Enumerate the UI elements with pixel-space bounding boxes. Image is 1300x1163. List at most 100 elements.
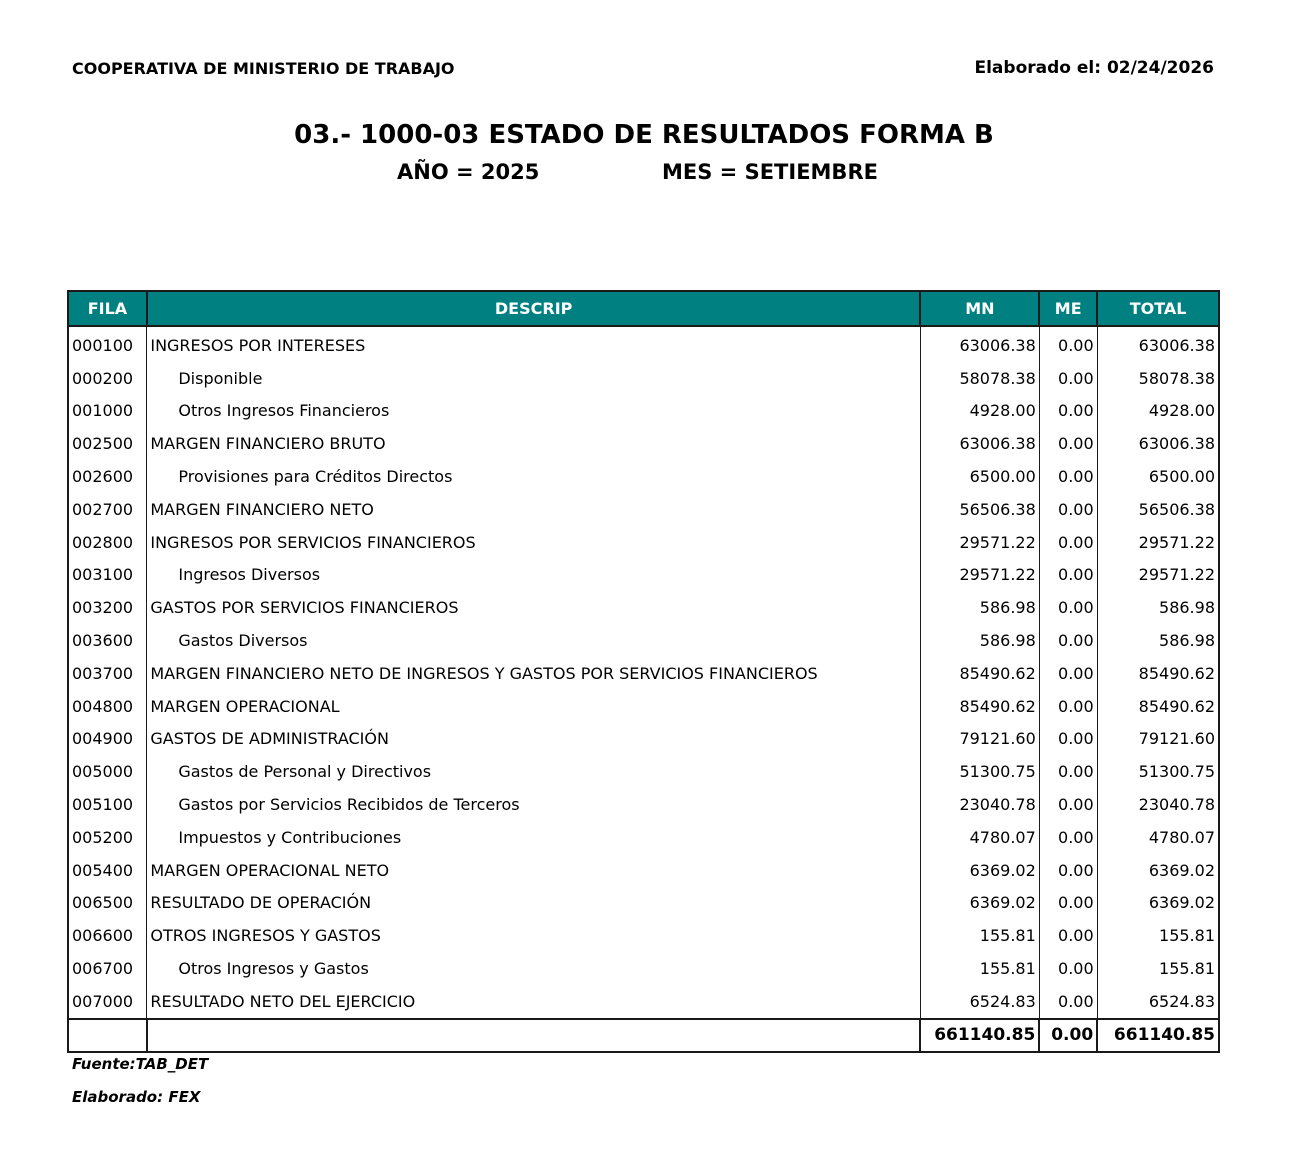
cell-descrip: Otros Ingresos Financieros — [146, 394, 921, 428]
totals-row: 661140.85 0.00 661140.85 — [67, 1017, 1220, 1053]
cell-me: 0.00 — [1038, 326, 1098, 362]
cell-fila: 003700 — [67, 656, 148, 690]
cell-mn: 6524.83 — [919, 984, 1040, 1019]
cell-total: 4928.00 — [1096, 394, 1220, 428]
report-date: Elaborado el: 02/24/2026 — [974, 58, 1214, 78]
cell-total: 85490.62 — [1096, 656, 1220, 690]
table-row: 002800 INGRESOS POR SERVICIOS FINANCIEROS… — [67, 525, 1220, 559]
cell-descrip: INGRESOS POR SERVICIOS FINANCIEROS — [146, 525, 921, 559]
cell-mn: 23040.78 — [919, 788, 1040, 821]
cell-total: 51300.75 — [1096, 755, 1220, 789]
cell-descrip: Provisiones para Créditos Directos — [146, 460, 921, 493]
cell-fila: 005400 — [67, 853, 148, 887]
cell-me: 0.00 — [1038, 361, 1098, 395]
cell-fila: 003600 — [67, 624, 148, 657]
cell-mn: 4780.07 — [919, 820, 1040, 854]
cell-total: 58078.38 — [1096, 361, 1220, 395]
table-row: 003100 Ingresos Diversos 29571.22 0.00 29571… — [67, 558, 1220, 592]
cell-descrip: Impuestos y Contribuciones — [146, 820, 921, 854]
table-row: 002700 MARGEN FINANCIERO NETO 56506.38 0.00… — [67, 492, 1220, 526]
cell-fila: 002800 — [67, 525, 148, 559]
cell-descrip: GASTOS DE ADMINISTRACIÓN — [146, 722, 921, 756]
table-row: 000100 INGRESOS POR INTERESES 63006.38 0.00… — [67, 326, 1220, 362]
cell-total: 6500.00 — [1096, 460, 1220, 493]
cell-me: 0.00 — [1038, 788, 1098, 821]
cell-fila: 005200 — [67, 820, 148, 854]
cell-fila: 006700 — [67, 952, 148, 985]
table-row: 006600 OTROS INGRESOS Y GASTOS 155.81 0.00 1… — [67, 919, 1220, 953]
cell-fila: 004900 — [67, 722, 148, 756]
cell-me: 0.00 — [1038, 624, 1098, 657]
cell-me: 0.00 — [1038, 984, 1098, 1019]
cell-me: 0.00 — [1038, 492, 1098, 526]
column-header-me: ME — [1038, 290, 1099, 327]
cell-fila: 000100 — [67, 326, 148, 362]
cell-mn: 56506.38 — [919, 492, 1040, 526]
cell-total: 6369.02 — [1096, 853, 1220, 887]
cell-me: 0.00 — [1038, 952, 1098, 985]
table-row: 005100 Gastos por Servicios Recibidos de … — [67, 788, 1220, 821]
cell-total: 6524.83 — [1096, 984, 1220, 1019]
cell-descrip: INGRESOS POR INTERESES — [146, 326, 921, 362]
cell-me: 0.00 — [1038, 755, 1098, 789]
cell-me: 0.00 — [1038, 460, 1098, 493]
cell-descrip: OTROS INGRESOS Y GASTOS — [146, 919, 921, 953]
results-table: FILA DESCRIP MN ME TOTAL 000100 INGRESOS … — [67, 290, 1220, 1053]
cell-descrip: Ingresos Diversos — [146, 558, 921, 592]
table-row: 006500 RESULTADO DE OPERACIÓN 6369.02 0.00 6… — [67, 886, 1220, 920]
cell-total: 586.98 — [1096, 591, 1220, 625]
cell-fila: 006500 — [67, 886, 148, 920]
cell-mn: 51300.75 — [919, 755, 1040, 789]
cell-fila: 003100 — [67, 558, 148, 592]
total-total: 661140.85 — [1096, 1017, 1220, 1053]
prepared-note: Elaborado: FEX — [72, 1088, 201, 1106]
cell-mn: 155.81 — [919, 952, 1040, 985]
table-header-row: FILA DESCRIP MN ME TOTAL — [67, 290, 1220, 327]
cell-total: 85490.62 — [1096, 689, 1220, 723]
source-note: Fuente:TAB_DET — [72, 1055, 209, 1073]
cell-mn: 6369.02 — [919, 853, 1040, 887]
cell-fila: 006600 — [67, 919, 148, 953]
table-row: 003700 MARGEN FINANCIERO NETO DE INGRESOS… — [67, 656, 1220, 690]
cell-me: 0.00 — [1038, 427, 1098, 461]
cell-me: 0.00 — [1038, 722, 1098, 756]
cell-fila: 001000 — [67, 394, 148, 428]
cell-fila: 005100 — [67, 788, 148, 821]
cell-descrip: Gastos Diversos — [146, 624, 921, 657]
cell-mn: 586.98 — [919, 591, 1040, 625]
cell-fila: 002500 — [67, 427, 148, 461]
table-row: 001000 Otros Ingresos Financieros 4928.00 0… — [67, 394, 1220, 428]
column-header-mn: MN — [919, 290, 1041, 327]
cell-total: 63006.38 — [1096, 427, 1220, 461]
cell-descrip: MARGEN FINANCIERO NETO — [146, 492, 921, 526]
table-row: 000200 Disponible 58078.38 0.00 58078.38 — [67, 361, 1220, 395]
table-row: 007000 RESULTADO NETO DEL EJERCICIO 6524.8… — [67, 984, 1220, 1019]
cell-fila: 004800 — [67, 689, 148, 723]
cell-descrip: MARGEN FINANCIERO BRUTO — [146, 427, 921, 461]
cell-total: 29571.22 — [1096, 525, 1220, 559]
cell-total: 4780.07 — [1096, 820, 1220, 854]
table-row: 003200 GASTOS POR SERVICIOS FINANCIEROS 58… — [67, 591, 1220, 625]
cell-total: 56506.38 — [1096, 492, 1220, 526]
cell-mn: 63006.38 — [919, 427, 1040, 461]
table-row: 005400 MARGEN OPERACIONAL NETO 6369.02 0.00… — [67, 853, 1220, 887]
cell-fila: 003200 — [67, 591, 148, 625]
table-row: 005200 Impuestos y Contribuciones 4780.07 0… — [67, 820, 1220, 854]
cell-fila: 002700 — [67, 492, 148, 526]
totals-fila — [67, 1017, 148, 1053]
cell-descrip: GASTOS POR SERVICIOS FINANCIEROS — [146, 591, 921, 625]
cell-me: 0.00 — [1038, 558, 1098, 592]
table-row: 004800 MARGEN OPERACIONAL 85490.62 0.00 8549… — [67, 689, 1220, 723]
cell-fila: 005000 — [67, 755, 148, 789]
table-row: 006700 Otros Ingresos y Gastos 155.81 0.00 1… — [67, 952, 1220, 985]
cell-me: 0.00 — [1038, 689, 1098, 723]
cell-descrip: Disponible — [146, 361, 921, 395]
cell-total: 29571.22 — [1096, 558, 1220, 592]
cell-descrip: RESULTADO NETO DEL EJERCICIO — [146, 984, 921, 1019]
cell-total: 63006.38 — [1096, 326, 1220, 362]
cell-mn: 85490.62 — [919, 689, 1040, 723]
cell-mn: 586.98 — [919, 624, 1040, 657]
cell-descrip: MARGEN FINANCIERO NETO DE INGRESOS Y GAS… — [146, 656, 921, 690]
cell-fila: 002600 — [67, 460, 148, 493]
cell-total: 23040.78 — [1096, 788, 1220, 821]
